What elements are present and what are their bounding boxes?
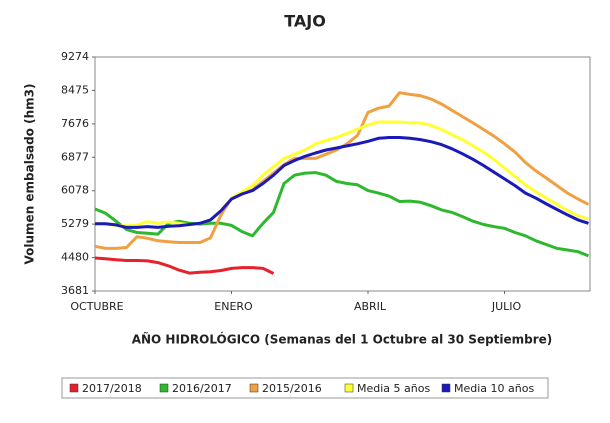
y-tick-label: 5279	[61, 217, 89, 230]
x-tick-label: OCTUBRE	[70, 300, 123, 313]
y-tick-label: 6877	[61, 150, 89, 163]
legend-swatch	[249, 383, 259, 393]
x-tick-label: JULIO	[491, 300, 522, 313]
x-tick-label: ENERO	[214, 300, 253, 313]
x-tick-label: ABRIL	[354, 300, 387, 313]
legend-label: 2016/2017	[172, 382, 232, 395]
legend	[61, 377, 549, 399]
y-axis-label: Volumen embalsado (hm3)	[23, 84, 37, 265]
y-tick-label: 4480	[61, 251, 89, 264]
y-tick-label: 8475	[61, 83, 89, 96]
series-line	[95, 136, 589, 229]
y-tick-label: 7676	[61, 117, 89, 130]
series-line	[94, 171, 590, 258]
x-axis-label: AÑO HIDROLÓGICO (Semanas del 1 Octubre a…	[132, 332, 553, 347]
y-tick-label: 6078	[61, 184, 89, 197]
y-tick-label: 9274	[61, 50, 89, 63]
legend-swatch	[69, 383, 79, 393]
legend-label: Media 5 años	[357, 382, 430, 395]
y-tick-label: 3681	[61, 284, 89, 297]
plot-area	[94, 56, 591, 292]
legend-swatch	[344, 383, 354, 393]
legend-swatch	[441, 383, 451, 393]
legend-swatch	[159, 383, 169, 393]
chart-title: TAJO	[284, 12, 326, 31]
legend-label: 2017/2018	[82, 382, 142, 395]
legend-label: 2015/2016	[262, 382, 322, 395]
series-line	[94, 256, 275, 275]
legend-label: Media 10 años	[454, 382, 534, 395]
series-line	[94, 120, 589, 228]
